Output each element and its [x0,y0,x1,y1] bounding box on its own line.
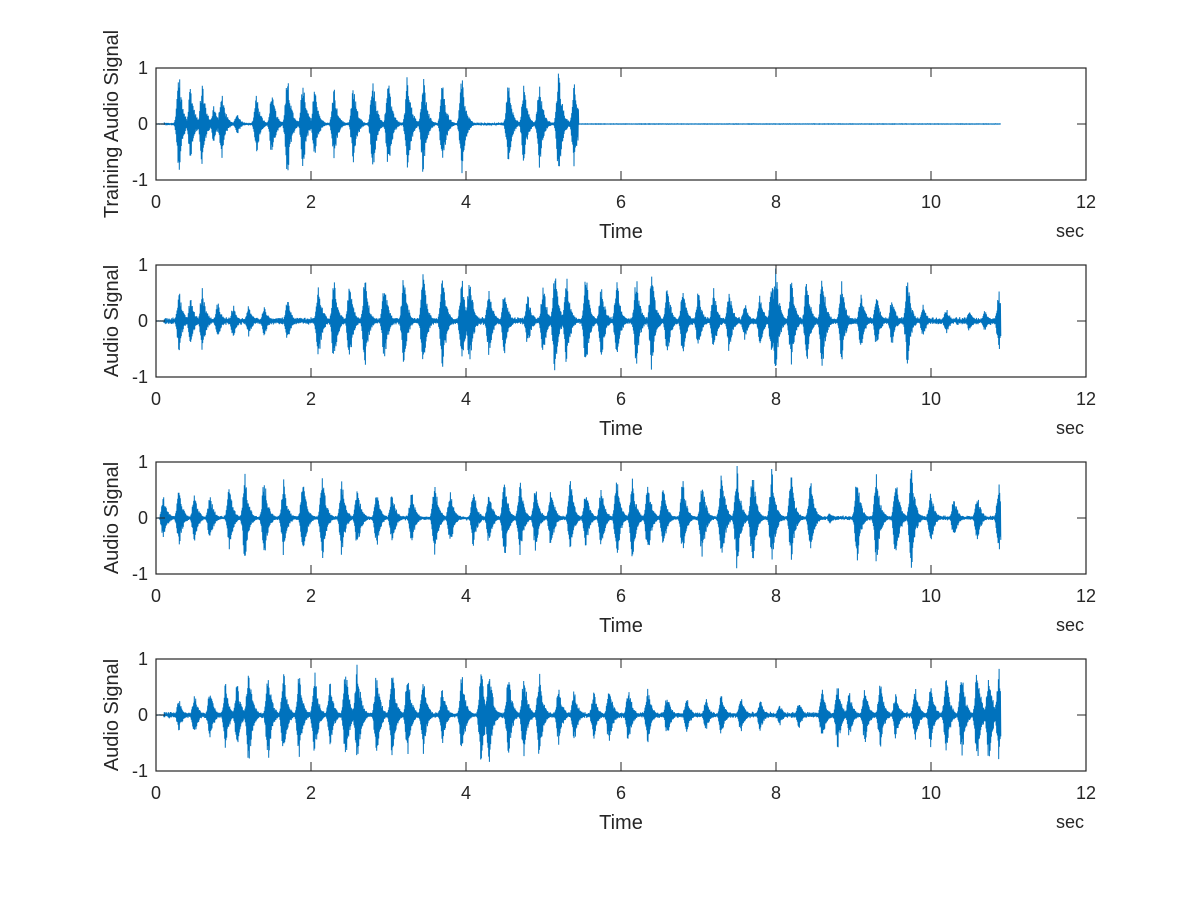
x-axis-unit: sec [1056,221,1084,241]
x-tick-label: 6 [616,389,626,409]
x-tick-label: 6 [616,192,626,212]
x-tick-label: 12 [1076,389,1096,409]
y-tick-label: -1 [132,564,148,584]
y-tick-label: -1 [132,367,148,387]
x-tick-label: 2 [306,389,316,409]
audio-waveform [155,268,1002,371]
x-tick-label: 0 [151,586,161,606]
y-axis-label: Audio Signal [101,659,123,771]
y-tick-label: 0 [138,311,148,331]
audio-waveform [155,664,1002,762]
x-tick-label: 0 [151,192,161,212]
x-tick-label: 8 [771,783,781,803]
x-tick-label: 10 [921,192,941,212]
x-tick-label: 4 [461,192,471,212]
x-tick-label: 8 [771,192,781,212]
audio-waveform [155,465,1002,569]
x-tick-label: 4 [461,586,471,606]
x-tick-label: 6 [616,586,626,606]
y-axis-label: Audio Signal [101,462,123,574]
x-tick-label: 12 [1076,192,1096,212]
x-tick-label: 10 [921,783,941,803]
x-tick-label: 8 [771,586,781,606]
x-axis-label: Time [599,812,643,834]
x-tick-label: 0 [151,783,161,803]
x-tick-label: 4 [461,783,471,803]
x-axis-unit: sec [1056,418,1084,438]
x-tick-label: 4 [461,389,471,409]
x-tick-label: 12 [1076,586,1096,606]
x-tick-label: 2 [306,783,316,803]
y-tick-label: 1 [138,649,148,669]
y-tick-label: -1 [132,170,148,190]
y-tick-label: 1 [138,255,148,275]
y-axis-label: Audio Signal [101,265,123,377]
x-tick-label: 10 [921,586,941,606]
x-axis-unit: sec [1056,615,1084,635]
y-tick-label: 0 [138,114,148,134]
x-tick-label: 8 [771,389,781,409]
x-axis-label: Time [599,418,643,440]
y-axis-label: Training Audio Signal [101,30,123,218]
x-axis-unit: sec [1056,812,1084,832]
y-tick-label: 1 [138,452,148,472]
x-tick-label: 0 [151,389,161,409]
x-tick-label: 2 [306,192,316,212]
x-tick-label: 10 [921,389,941,409]
x-tick-label: 12 [1076,783,1096,803]
x-axis-label: Time [599,615,643,637]
y-tick-label: 0 [138,508,148,528]
x-tick-label: 6 [616,783,626,803]
y-tick-label: 0 [138,705,148,725]
x-axis-label: Time [599,221,643,243]
x-tick-label: 2 [306,586,316,606]
y-tick-label: 1 [138,58,148,78]
audio-waveform [155,73,1002,174]
y-tick-label: -1 [132,761,148,781]
